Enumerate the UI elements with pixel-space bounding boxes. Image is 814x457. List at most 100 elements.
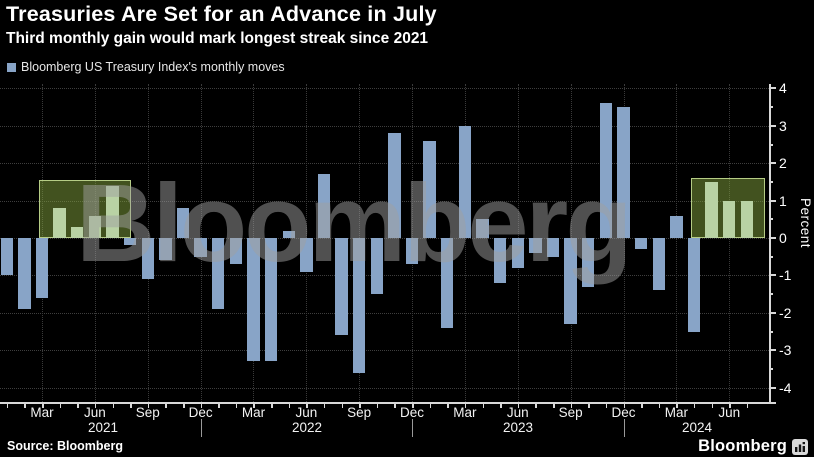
y-axis-tick-label: 4	[779, 80, 787, 97]
x-axis-month-tick	[711, 403, 714, 408]
x-axis-month-label: Jun	[506, 405, 529, 420]
y-axis-minor-tick	[769, 218, 773, 221]
x-axis-month-label: Dec	[400, 405, 425, 420]
bar-nov-2021	[176, 208, 190, 238]
bar-jul-2023	[529, 238, 542, 253]
x-axis-line	[0, 402, 776, 404]
bar-apr-2022	[264, 238, 278, 362]
x-axis-month-tick	[24, 403, 26, 408]
x-axis-month-tick	[183, 403, 185, 408]
y-axis-line	[769, 84, 771, 404]
x-axis-month-tick	[77, 403, 79, 408]
bar-mar-2021	[35, 238, 49, 298]
x-axis-month-label: Mar	[241, 405, 266, 420]
y-axis-tick-label: 3	[779, 117, 787, 134]
gridline-horizontal	[0, 163, 769, 165]
x-axis-month-tick	[130, 403, 132, 408]
x-axis-month-label: Dec	[188, 405, 213, 420]
chart-subtitle: Third monthly gain would mark longest st…	[6, 30, 429, 47]
bar-sep-2023	[564, 238, 577, 325]
x-axis-month-tick	[253, 403, 255, 408]
gridline-horizontal	[0, 312, 769, 314]
x-axis-month-tick	[394, 403, 396, 408]
gridline-horizontal	[0, 387, 769, 389]
y-axis-minor-tick	[769, 293, 773, 296]
gridline-vertical	[676, 84, 678, 402]
x-axis-month-tick	[165, 403, 167, 408]
legend-label: Bloomberg US Treasury Index's monthly mo…	[21, 60, 285, 74]
x-axis-month-tick	[729, 403, 731, 408]
x-axis-month-label: Dec	[611, 405, 636, 420]
bar-oct-2022	[370, 238, 383, 295]
bar-apr-2023	[476, 219, 489, 238]
gridline-vertical	[623, 84, 625, 402]
page-title: Treasuries Are Set for an Advance in Jul…	[6, 2, 437, 26]
y-axis-minor-tick	[769, 330, 773, 333]
bar-dec-2021	[194, 238, 207, 257]
x-axis-month-tick	[676, 403, 678, 408]
gridline-horizontal	[0, 200, 769, 202]
y-axis-minor-tick	[769, 106, 773, 109]
x-axis-month-tick	[306, 403, 308, 408]
bar-may-2024	[705, 181, 718, 238]
gridline-vertical	[464, 84, 466, 402]
x-axis-month-tick	[693, 403, 696, 408]
x-axis-month-tick	[553, 403, 555, 408]
bar-jun-2021	[88, 215, 102, 238]
bar-feb-2021	[18, 238, 31, 310]
x-axis-month-tick	[447, 403, 449, 408]
y-axis-minor-tick	[769, 255, 773, 258]
bar-aug-2023	[546, 238, 560, 257]
x-axis-month-label: Mar	[664, 405, 688, 420]
x-axis-month-tick	[535, 403, 537, 408]
x-axis-month-tick	[288, 403, 291, 408]
x-axis-month-tick	[147, 403, 150, 408]
y-axis-tick-label: -3	[779, 342, 792, 359]
x-axis-month-tick	[412, 403, 414, 408]
bar-mar-2022	[247, 238, 260, 362]
bar-dec-2022	[405, 238, 419, 265]
y-axis-major-tick	[769, 386, 776, 389]
x-axis-month-tick	[570, 403, 573, 408]
x-axis-month-tick	[517, 403, 520, 408]
bar-jan-2023	[423, 140, 436, 238]
bloomberg-logo-text: Bloomberg	[698, 437, 787, 455]
bar-sep-2021	[141, 238, 154, 280]
gridline-horizontal	[0, 350, 769, 352]
y-axis-major-tick	[769, 162, 776, 165]
bloomberg-watermark: Bloomberg	[76, 162, 633, 285]
y-axis-tick-label: 2	[779, 155, 787, 172]
bar-nov-2022	[388, 133, 401, 238]
y-axis-tick-label: -4	[779, 379, 792, 396]
bar-jun-2024	[723, 200, 736, 238]
x-axis-month-label: Jun	[84, 405, 106, 420]
x-axis-month-tick	[112, 403, 115, 408]
y-axis-minor-tick	[769, 143, 773, 146]
x-axis-month-tick	[605, 403, 608, 408]
x-axis-month-label: Sep	[558, 405, 583, 420]
x-axis-month-tick	[359, 403, 361, 408]
gridline-horizontal	[0, 275, 769, 277]
bar-apr-2024	[687, 238, 701, 332]
y-axis-minor-tick	[769, 180, 773, 183]
x-axis-month-label: Jun	[718, 405, 741, 420]
x-axis-month-tick	[623, 403, 625, 408]
y-axis-major-tick	[769, 199, 776, 202]
x-axis-month-label: Jun	[295, 405, 318, 420]
year-divider-line	[412, 419, 414, 437]
bar-feb-2023	[441, 238, 454, 328]
y-axis-major-tick	[769, 311, 776, 314]
bar-may-2021	[71, 226, 84, 238]
bar-sep-2022	[353, 238, 366, 373]
bar-may-2022	[282, 230, 295, 238]
x-axis-month-tick	[588, 403, 590, 408]
bar-oct-2021	[159, 238, 172, 261]
x-axis-month-tick	[271, 403, 273, 408]
bloomberg-logo: Bloomberg	[698, 437, 808, 456]
x-axis-month-tick	[42, 403, 44, 408]
x-axis-year-label: 2021	[87, 420, 119, 435]
y-axis-tick-label: 1	[779, 192, 787, 209]
x-axis-month-tick	[323, 403, 326, 408]
